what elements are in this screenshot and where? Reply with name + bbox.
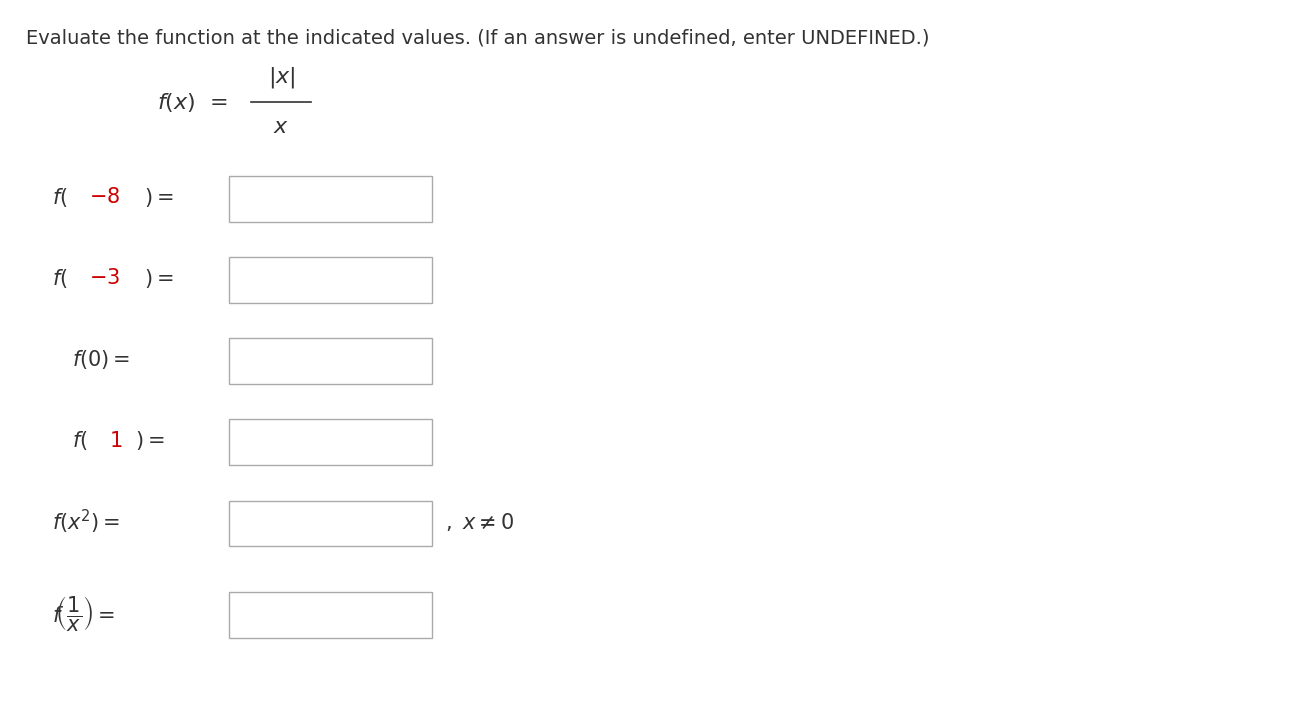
Text: $-8$: $-8$: [89, 188, 120, 207]
Text: $) =$: $) =$: [144, 267, 174, 290]
Text: $f\!\left(\dfrac{1}{x}\right) =$: $f\!\left(\dfrac{1}{x}\right) =$: [52, 594, 115, 633]
Text: $f(0) =$: $f(0) =$: [72, 348, 131, 371]
Text: $) =$: $) =$: [144, 186, 174, 209]
Text: $1$: $1$: [109, 431, 122, 450]
Text: $x$: $x$: [273, 117, 289, 137]
Text: $f($: $f($: [52, 186, 68, 209]
FancyBboxPatch shape: [229, 501, 432, 546]
FancyBboxPatch shape: [229, 419, 432, 465]
Text: $,\ x \neq 0$: $,\ x \neq 0$: [445, 510, 514, 533]
Text: Evaluate the function at the indicated values. (If an answer is undefined, enter: Evaluate the function at the indicated v…: [26, 28, 930, 47]
FancyBboxPatch shape: [229, 338, 432, 384]
Text: $f($: $f($: [52, 267, 68, 290]
Text: $) =$: $) =$: [135, 429, 165, 452]
Text: $|x|$: $|x|$: [268, 65, 294, 90]
Text: $-3$: $-3$: [89, 269, 120, 288]
Text: $f(x^2) =$: $f(x^2) =$: [52, 508, 120, 536]
FancyBboxPatch shape: [229, 592, 432, 638]
FancyBboxPatch shape: [229, 257, 432, 303]
Text: $f($: $f($: [72, 429, 88, 452]
Text: $f(x)$  =: $f(x)$ =: [157, 91, 228, 114]
FancyBboxPatch shape: [229, 176, 432, 222]
